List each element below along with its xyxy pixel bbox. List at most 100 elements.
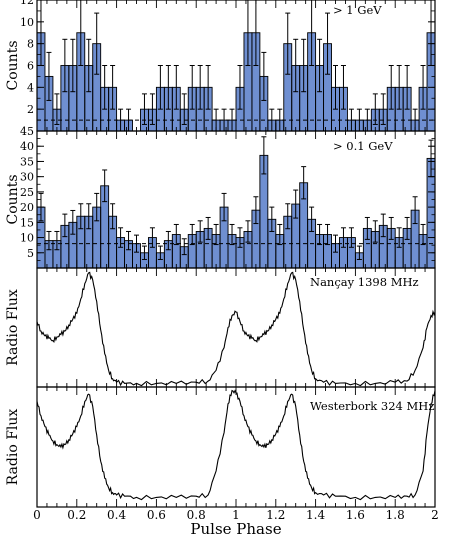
panel-westerbork-radio: Radio Flux Westerbork 324 MHz [5, 386, 436, 508]
error-bar [396, 65, 402, 110]
error-bar [54, 93, 60, 125]
error-bar [301, 38, 307, 93]
error-bar [348, 108, 354, 131]
error-bar [277, 108, 283, 131]
error-bar [261, 51, 267, 101]
panel-label: > 0.1 GeV [333, 139, 393, 153]
y-tick-label: 6 [27, 60, 34, 73]
x-tick-label: 1.8 [386, 508, 405, 522]
panel-gt-1gev: 2 4 6 8 10 12 Counts > 1 GeV [5, 0, 436, 132]
error-bar [245, 220, 251, 243]
x-tick-label: 0.6 [147, 508, 166, 522]
error-bar [157, 245, 163, 260]
error-bar [317, 38, 323, 93]
y-tick-label: 45 [20, 125, 34, 138]
error-bar [380, 213, 386, 238]
error-bar [333, 65, 338, 110]
panel-label: Westerbork 324 MHz [310, 399, 434, 413]
x-tick-label: 0.4 [107, 508, 126, 522]
y-tick-label: 8 [27, 38, 34, 51]
error-bar [126, 230, 132, 251]
y-tick-label: 2 [27, 103, 34, 116]
y-tick-label: 35 [20, 155, 34, 168]
error-bar [70, 38, 76, 93]
y-tick-label: 30 [20, 171, 34, 184]
panel-label: > 1 GeV [333, 3, 382, 17]
error-bar [62, 38, 68, 93]
error-bar [189, 223, 195, 246]
error-bar [356, 245, 362, 260]
error-bar [301, 166, 307, 200]
y-tick-label: 10 [20, 16, 34, 29]
error-bar [165, 230, 171, 251]
x-tick-label: 0.2 [67, 508, 86, 522]
error-bar [412, 196, 418, 225]
x-axis-label: Pulse Phase [190, 520, 281, 538]
error-bar [110, 203, 116, 230]
error-bar [221, 108, 227, 131]
error-bar [317, 223, 323, 246]
error-bar [269, 206, 275, 232]
x-tick-label: 1.2 [266, 508, 285, 522]
error-bar [372, 93, 378, 125]
error-bar [237, 227, 243, 248]
error-bar [325, 223, 331, 246]
panel-label: Nançay 1398 MHz [310, 275, 419, 289]
y-tick-label: 10 [20, 232, 34, 245]
error-bar [396, 227, 402, 248]
error-bar [229, 108, 235, 131]
panel-gt-0.1gev: 5 10 15 20 25 30 35 40 45 Counts > 0.1 GeV [5, 125, 436, 269]
y-axis-label: Radio Flux [5, 289, 21, 366]
error-bar [110, 65, 116, 110]
y-axis-label: Counts [5, 175, 21, 225]
error-bar [245, 0, 251, 66]
error-bar [404, 216, 410, 240]
x-tick-label: 0.8 [187, 508, 206, 522]
error-bar [86, 38, 92, 93]
y-tick-label: 25 [20, 186, 34, 199]
error-bar [165, 65, 171, 110]
error-bar [420, 223, 426, 246]
error-bar [277, 223, 283, 246]
error-bar [372, 220, 378, 243]
error-bar [293, 189, 299, 219]
error-bar [157, 65, 163, 110]
y-tick-label: 40 [20, 140, 34, 153]
error-bar [229, 223, 235, 246]
y-axis-label: Radio Flux [5, 409, 21, 486]
error-bar [404, 65, 410, 110]
error-bar [420, 65, 426, 110]
error-bar [86, 203, 92, 230]
error-bar [197, 65, 203, 110]
error-bar [213, 223, 219, 246]
y-tick-label: 5 [27, 247, 34, 260]
error-bar [348, 227, 354, 248]
error-bar [388, 65, 394, 110]
error-bar [78, 0, 84, 66]
error-bar [70, 209, 76, 235]
error-bar [141, 93, 147, 125]
error-bar [309, 206, 315, 232]
error-bar [118, 227, 124, 248]
error-bar [173, 65, 179, 110]
error-bar [189, 65, 195, 110]
error-bar [149, 93, 155, 125]
error-bar [46, 230, 52, 251]
y-tick-label: 20 [20, 201, 34, 214]
error-bar [309, 0, 315, 66]
error-bar [46, 51, 52, 101]
error-bar [285, 12, 291, 75]
error-bar [54, 230, 60, 251]
x-tick-label: 2 [431, 508, 439, 522]
y-tick-label: 15 [20, 216, 34, 229]
error-bar [293, 38, 299, 93]
x-tick-label: 0 [33, 508, 41, 522]
error-bar [205, 65, 211, 110]
error-bar [205, 216, 211, 240]
error-bar [102, 65, 108, 110]
y-axis-label: Counts [5, 41, 21, 91]
error-bar [261, 136, 267, 175]
error-bar [253, 196, 259, 225]
error-bar [340, 227, 346, 248]
error-bar [102, 169, 108, 203]
